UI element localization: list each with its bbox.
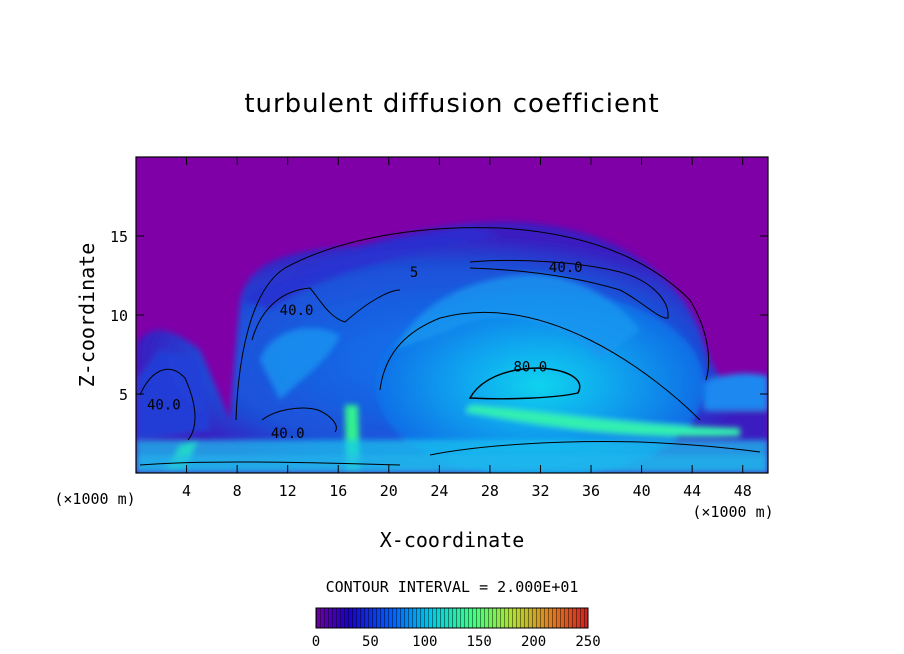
x-tick-label: 4 bbox=[182, 482, 191, 500]
x-tick-label: 40 bbox=[633, 482, 651, 500]
contour-label: 5 bbox=[410, 265, 418, 281]
x-axis-label: X-coordinate bbox=[380, 528, 525, 552]
contour-label: 40.0 bbox=[549, 260, 583, 276]
contour-line bbox=[429, 441, 761, 456]
heatmap-field: 40.0 40.0 80.0 40.0 40.0 5 bbox=[136, 157, 768, 473]
contour-label: 80.0 bbox=[514, 360, 548, 376]
colorbar: 0 50 100 150 200 250 bbox=[312, 607, 601, 650]
contour-line bbox=[139, 368, 196, 441]
chart-title: turbulent diffusion coefficient bbox=[244, 89, 659, 119]
x-tick-label: 8 bbox=[233, 482, 242, 500]
x-tick-label: 48 bbox=[734, 482, 752, 500]
contour-line bbox=[235, 227, 710, 421]
colorbar-tick-label: 150 bbox=[467, 634, 492, 650]
contour-label: 40.0 bbox=[271, 426, 305, 442]
contour-line bbox=[468, 367, 581, 400]
contour-label: 40.0 bbox=[147, 398, 181, 414]
colorbar-stripes bbox=[316, 608, 588, 628]
y-axis-label: Z-coordinate bbox=[75, 243, 99, 388]
contour-label: 40.0 bbox=[280, 303, 314, 319]
x-tick-label: 44 bbox=[683, 482, 701, 500]
x-unit-label-right: (×1000 m) bbox=[692, 503, 773, 521]
x-tick-label: 36 bbox=[582, 482, 600, 500]
x-tick-label: 20 bbox=[380, 482, 398, 500]
x-tick-label: 12 bbox=[279, 482, 297, 500]
colorbar-tick-label: 100 bbox=[412, 634, 437, 650]
contour-line bbox=[251, 287, 401, 341]
x-tick-label: 16 bbox=[329, 482, 347, 500]
colorbar-frame bbox=[315, 607, 589, 629]
x-tick-label: 32 bbox=[531, 482, 549, 500]
x-unit-label-left: (×1000 m) bbox=[54, 490, 135, 508]
contour-interval-label: CONTOUR INTERVAL = 2.000E+01 bbox=[326, 578, 579, 596]
x-axis: 4 8 12 16 20 24 28 32 36 40 44 48 bbox=[182, 157, 752, 500]
colorbar-tick-label: 50 bbox=[362, 634, 379, 650]
y-axis: 5 10 15 bbox=[110, 228, 768, 404]
contour-line bbox=[469, 259, 669, 319]
y-tick-label: 15 bbox=[110, 228, 128, 246]
colorbar-tick-label: 0 bbox=[312, 634, 320, 650]
colorbar-tick-label: 200 bbox=[521, 634, 546, 650]
x-tick-label: 28 bbox=[481, 482, 499, 500]
contour-line bbox=[261, 407, 337, 433]
contour-line bbox=[379, 311, 701, 421]
contour-line bbox=[139, 461, 401, 466]
colorbar-tick-label: 250 bbox=[575, 634, 600, 650]
x-tick-label: 24 bbox=[430, 482, 448, 500]
y-tick-label: 5 bbox=[119, 386, 128, 404]
y-tick-label: 10 bbox=[110, 307, 128, 325]
